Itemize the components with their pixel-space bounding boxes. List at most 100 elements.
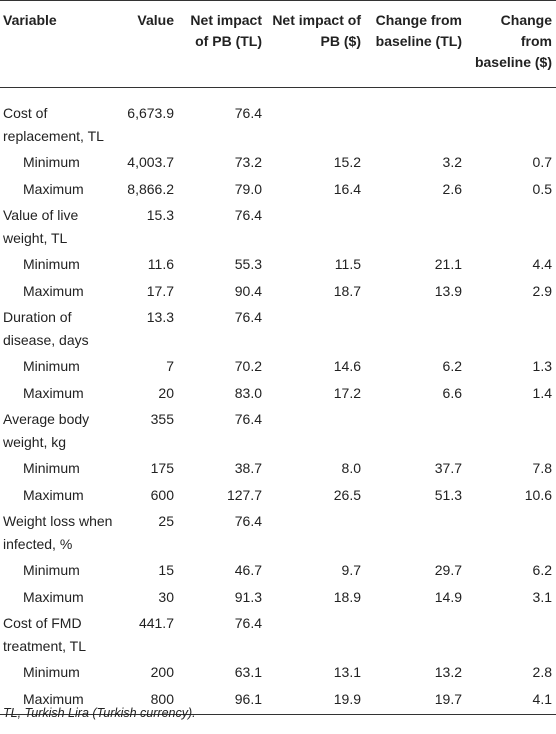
- table-row-minimum: Minimum 7 70.2 14.6 6.2 1.3: [0, 351, 556, 378]
- change-usd-cell: [466, 608, 556, 657]
- value-cell: 7: [166, 358, 174, 374]
- table-row-maximum: Maximum 20 83.0 17.2 6.6 1.4: [0, 378, 556, 405]
- value-cell: 30: [158, 588, 174, 605]
- value-cell: 20: [158, 384, 174, 401]
- change-usd-cell: 6.2: [532, 562, 552, 578]
- value-cell: 8,866.2: [127, 180, 174, 197]
- net-impact-tl-cell: 79.0: [234, 180, 262, 197]
- net-impact-tl-cell: 76.4: [234, 615, 262, 631]
- minimum-label: Minimum: [23, 358, 80, 374]
- variable-label: Average body weight, kg: [3, 411, 90, 450]
- table-footnote: TL, Turkish Lira (Turkish currency).: [3, 706, 196, 720]
- net-impact-usd-cell: [266, 506, 365, 555]
- header-net-impact-tl: Net impact of PB (TL): [178, 0, 266, 88]
- table-row-variable: Weight loss when infected, % 25 76.4: [0, 506, 556, 555]
- variable-label: Duration of disease, days: [3, 309, 89, 348]
- change-usd-cell: 10.6: [524, 486, 552, 503]
- minimum-label: Minimum: [23, 256, 80, 272]
- change-usd-cell: [466, 404, 556, 453]
- value-cell: 15.3: [146, 207, 174, 223]
- header-change-tl: Change from baseline (TL): [365, 0, 466, 88]
- net-impact-tl-cell: 73.2: [234, 154, 262, 170]
- change-tl-cell: [365, 404, 466, 453]
- value-cell: 17.7: [146, 282, 174, 299]
- change-usd-cell: [466, 200, 556, 249]
- table-row-minimum: Minimum 11.6 55.3 11.5 21.1 4.4: [0, 249, 556, 276]
- change-tl-cell: 3.2: [442, 154, 462, 170]
- change-usd-cell: 2.8: [532, 664, 552, 680]
- net-impact-tl-cell: 46.7: [234, 562, 262, 578]
- table-row-variable: Duration of disease, days 13.3 76.4: [0, 302, 556, 351]
- net-impact-tl-cell: 90.4: [234, 282, 262, 299]
- maximum-label: Maximum: [0, 683, 118, 715]
- table-row-variable: Cost of replacement, TL 6,673.9 76.4: [0, 88, 556, 148]
- net-impact-usd-cell: 13.1: [333, 664, 361, 680]
- header-row: Variable Value Net impact of PB (TL) Net…: [0, 0, 556, 88]
- variable-label: Cost of replacement, TL: [3, 105, 104, 144]
- table-row-maximum: Maximum 600 127.7 26.5 51.3 10.6: [0, 480, 556, 507]
- net-impact-tl-cell: 96.1: [178, 683, 266, 715]
- table-row-maximum: Maximum 30 91.3 18.9 14.9 3.1: [0, 582, 556, 609]
- change-tl-cell: 21.1: [434, 256, 462, 272]
- table-body: Cost of replacement, TL 6,673.9 76.4 Min…: [0, 88, 556, 715]
- net-impact-tl-cell: 55.3: [234, 256, 262, 272]
- value-cell: 800: [118, 683, 178, 715]
- change-tl-cell: 2.6: [442, 180, 462, 197]
- net-impact-usd-cell: 18.9: [333, 588, 361, 605]
- value-cell: 25: [158, 513, 174, 529]
- net-impact-tl-cell: 76.4: [234, 513, 262, 529]
- maximum-label: Maximum: [23, 486, 84, 503]
- minimum-label: Minimum: [23, 154, 80, 170]
- header-variable: Variable: [0, 0, 118, 88]
- value-cell: 15: [158, 562, 174, 578]
- change-tl-cell: 6.6: [442, 384, 462, 401]
- table-row-maximum: Maximum 17.7 90.4 18.7 13.9 2.9: [0, 276, 556, 303]
- maximum-label: Maximum: [23, 282, 84, 299]
- table-row-minimum: Minimum 15 46.7 9.7 29.7 6.2: [0, 555, 556, 582]
- net-impact-usd-cell: [266, 404, 365, 453]
- net-impact-usd-cell: 17.2: [333, 384, 361, 401]
- value-cell: 200: [150, 664, 174, 680]
- table-row-maximum: Maximum 800 96.1 19.9 19.7 4.1: [0, 683, 556, 715]
- net-impact-tl-cell: 91.3: [234, 588, 262, 605]
- net-impact-usd-cell: [266, 200, 365, 249]
- change-tl-cell: 13.2: [434, 664, 462, 680]
- net-impact-tl-cell: 76.4: [234, 207, 262, 223]
- change-tl-cell: 51.3: [434, 486, 462, 503]
- table-row-variable: Value of live weight, TL 15.3 76.4: [0, 200, 556, 249]
- change-tl-cell: 37.7: [434, 460, 462, 476]
- value-cell: 11.6: [147, 256, 174, 272]
- table-row-maximum: Maximum 8,866.2 79.0 16.4 2.6 0.5: [0, 174, 556, 201]
- variable-label: Weight loss when infected, %: [3, 513, 113, 552]
- value-cell: 13.3: [146, 309, 174, 325]
- net-impact-usd-cell: 14.6: [333, 358, 361, 374]
- maximum-label: Maximum: [23, 588, 84, 605]
- net-impact-usd-cell: 11.5: [334, 256, 361, 272]
- change-tl-cell: [365, 88, 466, 148]
- net-impact-usd-cell: 18.7: [333, 282, 361, 299]
- net-impact-tl-cell: 127.7: [226, 486, 262, 503]
- table-row-minimum: Minimum 200 63.1 13.1 13.2 2.8: [0, 657, 556, 684]
- net-impact-usd-cell: [266, 302, 365, 351]
- change-usd-cell: 1.3: [532, 358, 552, 374]
- table-header: Variable Value Net impact of PB (TL) Net…: [0, 0, 556, 88]
- maximum-label: Maximum: [23, 384, 84, 401]
- change-tl-cell: 29.7: [434, 562, 462, 578]
- net-impact-usd-cell: 19.9: [266, 683, 365, 715]
- net-impact-usd-cell: 16.4: [333, 180, 361, 197]
- change-usd-cell: 7.8: [532, 460, 552, 476]
- net-impact-tl-cell: 76.4: [234, 309, 262, 325]
- change-usd-cell: 4.4: [532, 256, 552, 272]
- change-usd-cell: 0.7: [532, 154, 552, 170]
- change-usd-cell: 0.5: [532, 180, 552, 197]
- change-usd-cell: 4.1: [466, 683, 556, 715]
- change-usd-cell: 1.4: [532, 384, 552, 401]
- sensitivity-table: Variable Value Net impact of PB (TL) Net…: [0, 0, 556, 715]
- net-impact-usd-cell: 9.7: [341, 562, 361, 578]
- net-impact-tl-cell: 76.4: [234, 411, 262, 427]
- change-tl-cell: 6.2: [442, 358, 462, 374]
- change-tl-cell: 19.7: [365, 683, 466, 715]
- header-value: Value: [118, 0, 178, 88]
- change-usd-cell: 2.9: [532, 282, 552, 299]
